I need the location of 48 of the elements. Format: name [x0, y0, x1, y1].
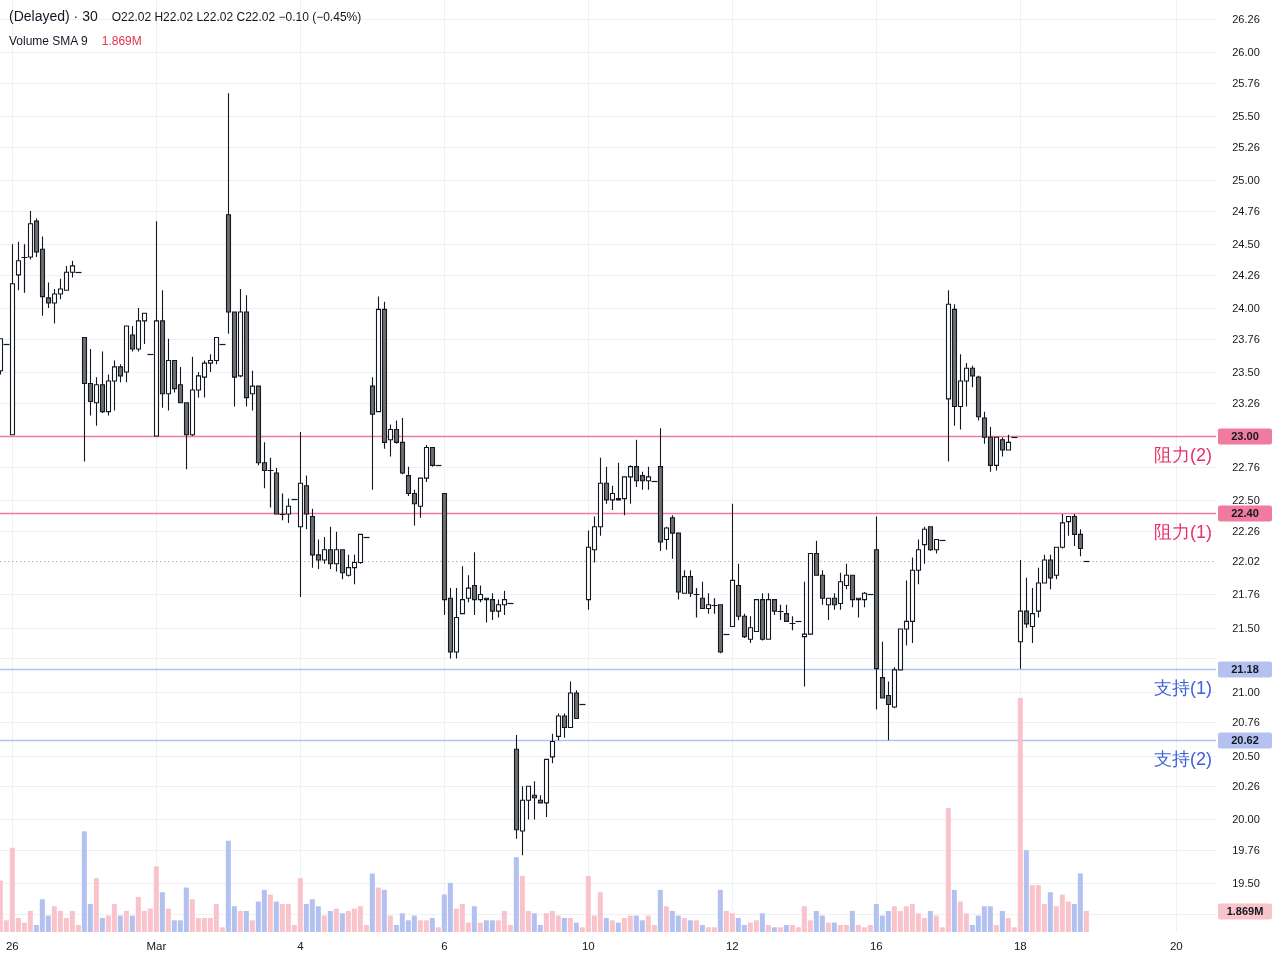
annotation: 20.62	[1231, 734, 1259, 747]
y-tick-label: 22.50	[1232, 493, 1260, 506]
y-tick-label: 20.00	[1232, 813, 1260, 826]
title: Volume SMA 9	[9, 34, 88, 48]
x-tick-label: 26	[5, 940, 19, 952]
annotation: 1.869M	[1226, 904, 1264, 917]
y-tick-label: 19.50	[1232, 877, 1260, 890]
x-tick-label: 10	[581, 940, 595, 952]
x-tick-label: 4	[297, 940, 304, 952]
x-tick-label: Mar	[146, 940, 167, 952]
ref-label: 阻力(1)	[1154, 521, 1212, 542]
y-tick-label: 24.76	[1232, 204, 1260, 217]
y-tick-label: 26.26	[1232, 13, 1260, 26]
x-tick-label: 20	[1169, 940, 1183, 952]
y-tick-label: 24.50	[1232, 238, 1260, 251]
y-tick-label: 21.00	[1232, 685, 1260, 698]
y-tick-label: 25.50	[1232, 110, 1260, 123]
annotation: 1.869M	[101, 34, 142, 48]
ref-label: 支持(1)	[1154, 677, 1212, 698]
x-tick-label: 18	[1013, 940, 1027, 952]
y-tick-label: 24.26	[1232, 268, 1260, 281]
y-tick-label: 20.26	[1232, 780, 1260, 793]
y-tick-label: 21.76	[1232, 588, 1260, 601]
y-tick-label: 25.00	[1232, 174, 1260, 187]
y-tick-label: 22.02	[1232, 555, 1260, 568]
y-tick-label: 22.26	[1232, 524, 1260, 537]
annotation: 21.18	[1231, 662, 1259, 675]
y-tick-label: 20.76	[1232, 716, 1260, 729]
y-tick-label: 23.76	[1232, 332, 1260, 345]
y-tick-label: 22.76	[1232, 460, 1260, 473]
annotation: 22.40	[1231, 506, 1259, 519]
annotation: 23.00	[1231, 429, 1259, 442]
y-tick-label: 23.50	[1232, 366, 1260, 379]
x-tick-label: 16	[869, 940, 883, 952]
y-tick-label: 25.76	[1232, 77, 1260, 90]
x-tick-label: 12	[725, 940, 739, 952]
ref-label: 支持(2)	[1154, 748, 1212, 769]
y-tick-label: 23.26	[1232, 396, 1260, 409]
y-tick-label: 24.00	[1232, 302, 1260, 315]
ref-label: 阻力(2)	[1154, 444, 1212, 465]
y-tick-label: 26.00	[1232, 46, 1260, 59]
annotation: O22.02 H22.02 L22.02 C22.02 −0.10 (−0.45%)	[111, 10, 362, 24]
y-tick-label: 25.26	[1232, 141, 1260, 153]
y-tick-label: 20.50	[1232, 749, 1260, 762]
x-tick-label: 6	[441, 940, 448, 952]
y-tick-label: 21.50	[1232, 621, 1260, 634]
y-tick-label: 19.76	[1232, 844, 1260, 857]
title: (Delayed) · 30	[9, 8, 98, 24]
